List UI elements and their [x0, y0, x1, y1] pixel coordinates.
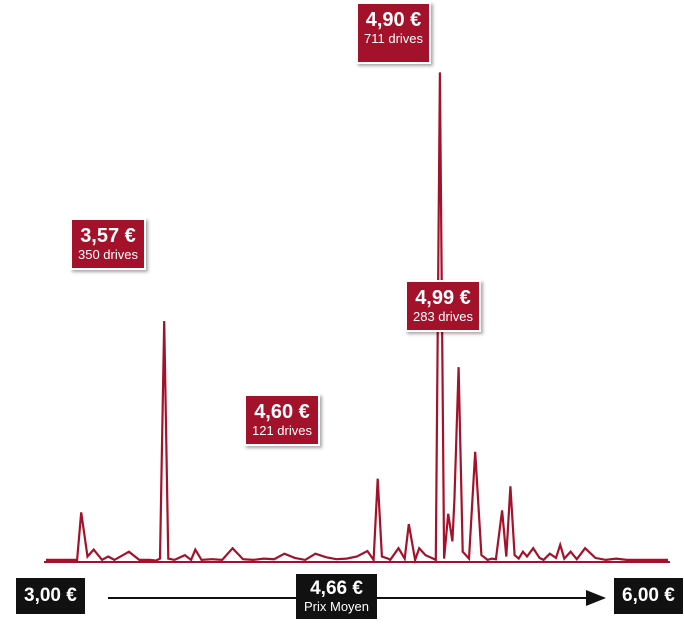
callout-count: 350 drives: [78, 247, 138, 262]
callout-price: 4,60 €: [254, 401, 310, 423]
mean-label: Prix Moyen: [304, 599, 370, 614]
callout-4-60: 4,60 € 121 drives: [244, 394, 320, 446]
series-line: [46, 72, 668, 565]
callout-price: 4,90 €: [365, 9, 422, 31]
callout-4-90: 4,90 € 711 drives: [356, 2, 432, 64]
axis-min-label: 3,00 €: [16, 578, 85, 614]
mean-price: 4,66 €: [310, 578, 363, 599]
callout-count: 711 drives: [364, 31, 424, 46]
axis-max-label: 6,00 €: [614, 578, 683, 614]
mean-price-box: 4,66 € Prix Moyen: [296, 574, 378, 619]
callout-price: 4,99 €: [415, 287, 471, 309]
callout-price: 3,57 €: [80, 225, 136, 247]
callout-3-57: 3,57 € 350 drives: [70, 218, 146, 270]
callout-count: 283 drives: [413, 309, 473, 324]
callout-count: 121 drives: [252, 423, 312, 438]
callout-4-99: 4,99 € 283 drives: [405, 280, 481, 332]
